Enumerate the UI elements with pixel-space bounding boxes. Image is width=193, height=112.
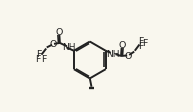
Text: F: F <box>138 37 143 45</box>
Text: F: F <box>36 50 41 59</box>
Text: O: O <box>55 28 63 37</box>
Text: F: F <box>41 54 47 63</box>
Text: F: F <box>142 39 147 48</box>
Text: O: O <box>119 41 126 50</box>
Text: NH: NH <box>106 50 119 59</box>
Text: O: O <box>50 40 57 49</box>
Text: O: O <box>124 51 132 60</box>
Text: F: F <box>36 55 41 64</box>
Text: NH: NH <box>62 43 76 52</box>
Text: F: F <box>138 42 143 51</box>
